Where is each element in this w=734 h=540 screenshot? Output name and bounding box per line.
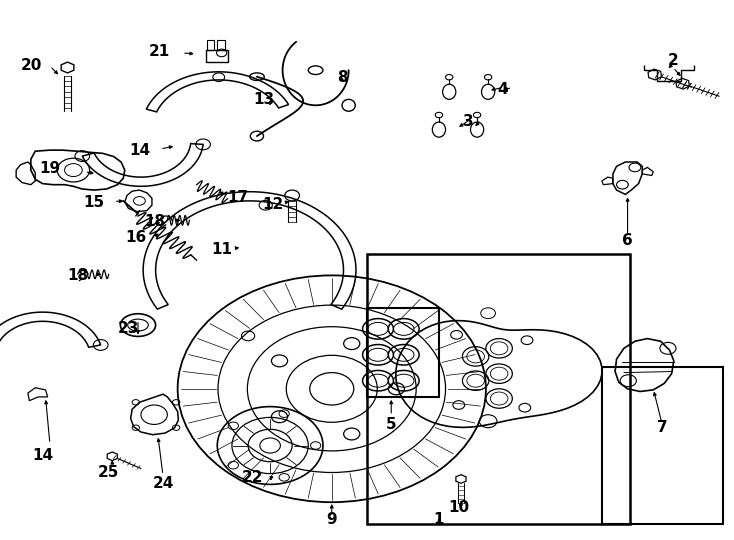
Text: 9: 9 — [327, 512, 337, 527]
Text: 19: 19 — [39, 161, 60, 176]
Text: 7: 7 — [657, 420, 667, 435]
Text: 18: 18 — [144, 214, 165, 229]
Text: 14: 14 — [32, 448, 53, 463]
Bar — [207, 40, 214, 50]
Text: 18: 18 — [67, 268, 88, 283]
Text: 1: 1 — [434, 511, 444, 526]
Text: 24: 24 — [152, 476, 174, 491]
Text: 13: 13 — [254, 92, 275, 107]
Text: 4: 4 — [498, 82, 508, 97]
Bar — [602, 367, 723, 524]
Text: 12: 12 — [263, 197, 283, 212]
Text: 17: 17 — [228, 190, 249, 205]
Text: 11: 11 — [211, 242, 232, 257]
Text: 21: 21 — [149, 44, 170, 59]
Text: 16: 16 — [126, 230, 147, 245]
Text: 10: 10 — [448, 500, 469, 515]
Bar — [367, 308, 439, 397]
Text: 2: 2 — [668, 53, 678, 68]
Bar — [217, 40, 225, 50]
Text: 20: 20 — [21, 58, 43, 73]
Text: 22: 22 — [241, 470, 263, 485]
Text: 14: 14 — [129, 143, 150, 158]
Text: 3: 3 — [463, 114, 473, 129]
Bar — [367, 254, 630, 524]
Bar — [206, 50, 228, 62]
Text: 25: 25 — [98, 465, 120, 481]
Text: 8: 8 — [338, 70, 348, 85]
Text: 23: 23 — [117, 321, 139, 336]
Text: 6: 6 — [622, 233, 633, 248]
Text: 5: 5 — [386, 417, 396, 432]
Text: 15: 15 — [83, 195, 104, 210]
